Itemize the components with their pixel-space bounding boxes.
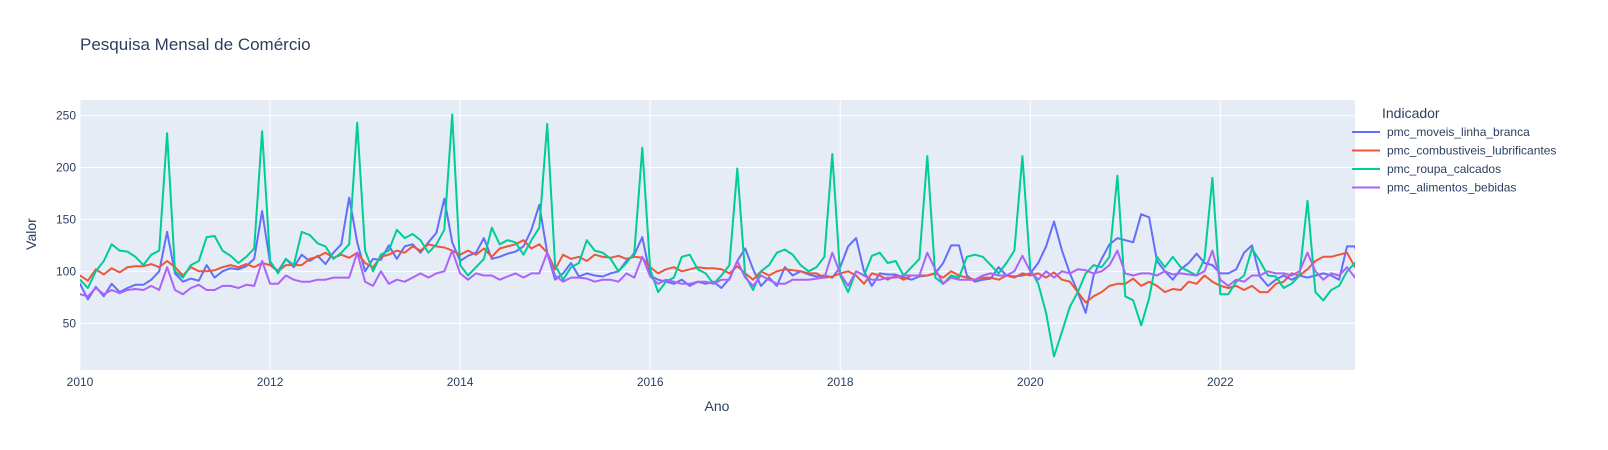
x-tick-label: 2020 [1017, 375, 1044, 389]
y-tick-label: 50 [63, 316, 77, 330]
x-tick-label: 2012 [257, 375, 284, 389]
legend-label[interactable]: pmc_combustiveis_lubrificantes [1387, 144, 1556, 158]
series-line-pmc-roupa-calcados [80, 113, 1355, 358]
y-axis-title: Valor [23, 218, 39, 250]
chart-title: Pesquisa Mensal de Comércio [80, 35, 311, 54]
legend-label[interactable]: pmc_alimentos_bebidas [1387, 181, 1516, 195]
y-tick-labels: 50 100 150 200 250 [56, 109, 76, 331]
legend-title: Indicador [1382, 105, 1440, 121]
x-tick-label: 2022 [1207, 375, 1234, 389]
y-tick-label: 200 [56, 161, 76, 175]
x-gridlines [79, 100, 1221, 370]
x-tick-label: 2010 [67, 375, 94, 389]
series-line-pmc-alimentos-bebidas [80, 249, 1355, 298]
y-tick-label: 250 [56, 109, 76, 123]
y-tick-label: 100 [56, 264, 76, 278]
legend: Indicador pmc_moveis_linha_branca pmc_com… [1352, 105, 1556, 195]
legend-label[interactable]: pmc_moveis_linha_branca [1387, 125, 1530, 139]
x-axis-title: Ano [705, 398, 730, 414]
series-layer [80, 113, 1355, 358]
legend-label[interactable]: pmc_roupa_calcados [1387, 162, 1501, 176]
y-tick-label: 150 [56, 212, 76, 226]
x-tick-label: 2016 [637, 375, 664, 389]
x-tick-labels: 2010 2012 2014 2016 2018 2020 2022 [67, 375, 1234, 389]
x-tick-label: 2014 [447, 375, 474, 389]
x-tick-label: 2018 [827, 375, 854, 389]
plot-area [80, 100, 1355, 370]
